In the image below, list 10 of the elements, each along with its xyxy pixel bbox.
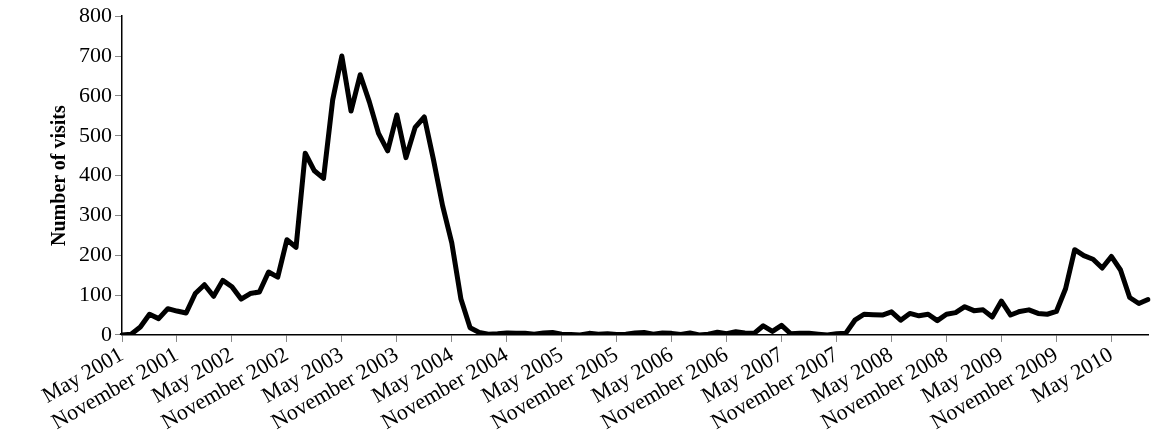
y-tick-label: 700: [79, 41, 112, 67]
y-tick-label: 800: [79, 1, 112, 27]
y-tick-label: 100: [79, 280, 112, 306]
y-tick-label: 0: [101, 320, 112, 346]
y-tick-label: 600: [79, 81, 112, 107]
y-tick-label: 500: [79, 121, 112, 147]
y-tick-label: 200: [79, 241, 112, 267]
y-axis-title: Number of visits: [47, 105, 70, 246]
y-tick-label: 400: [79, 161, 112, 187]
y-tick-label: 300: [79, 201, 112, 227]
